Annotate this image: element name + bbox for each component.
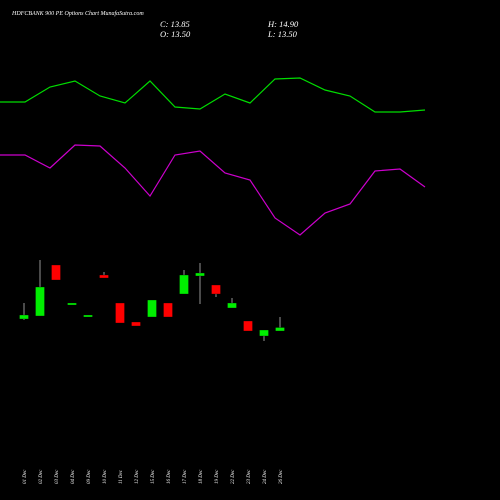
candle-body	[115, 302, 125, 324]
x-tick-label: 11 Dec	[119, 469, 124, 484]
quote: C: 13.85	[160, 19, 190, 29]
x-tick-label: 02 Dec	[39, 469, 44, 484]
x-tick-label: 01 Dec	[23, 469, 28, 484]
quote-name: O:	[160, 29, 169, 39]
candle-body	[195, 272, 205, 277]
x-tick-label: 16 Dec	[167, 469, 172, 484]
quote-name: H:	[267, 19, 277, 29]
x-tick-label: 12 Dec	[135, 469, 140, 484]
quote-name: C:	[160, 19, 169, 29]
candle-body	[227, 302, 237, 309]
x-tick-label: 15 Dec	[151, 469, 156, 484]
x-tick-label: 09 Dec	[87, 469, 92, 484]
candle-body	[243, 320, 253, 332]
candle-body	[51, 264, 61, 281]
quote: H: 14.90	[267, 19, 299, 29]
candle-body	[259, 329, 269, 337]
quote-value: 13.50	[278, 29, 298, 39]
x-tick-label: 22 Dec	[231, 469, 236, 484]
candle-body	[275, 327, 285, 332]
x-tick-label: 19 Dec	[215, 469, 220, 484]
x-tick-label: 26 Dec	[279, 469, 284, 484]
quote-value: 13.85	[171, 19, 190, 29]
candle-body	[67, 302, 77, 306]
x-tick-label: 17 Dec	[183, 469, 188, 484]
chart-title: HDFCBANK 900 PE Options Chart MunafaSutr…	[11, 10, 144, 17]
x-tick-label: 24 Dec	[263, 469, 268, 484]
candle-body	[131, 321, 141, 327]
x-tick-label: 18 Dec	[199, 469, 204, 484]
indicator-line	[0, 144, 426, 236]
quote: O: 13.50	[160, 29, 191, 39]
quote-name: L:	[267, 29, 276, 39]
candle-body	[35, 286, 45, 317]
candle-body	[179, 274, 189, 295]
candle-body	[19, 314, 29, 320]
x-tick-label: 23 Dec	[247, 469, 252, 484]
indicator-line	[0, 77, 426, 113]
x-tick-label: 04 Dec	[71, 469, 76, 484]
candle-body	[99, 274, 109, 279]
x-tick-label: 03 Dec	[55, 469, 60, 484]
candle-body	[163, 302, 173, 318]
x-tick-label: 10 Dec	[103, 469, 108, 484]
quote: L: 13.50	[267, 29, 298, 39]
candle-body	[83, 314, 93, 318]
quote-value: 14.90	[279, 19, 299, 29]
quote-value: 13.50	[171, 29, 191, 39]
candle-body	[211, 284, 221, 295]
candle-body	[147, 299, 157, 318]
